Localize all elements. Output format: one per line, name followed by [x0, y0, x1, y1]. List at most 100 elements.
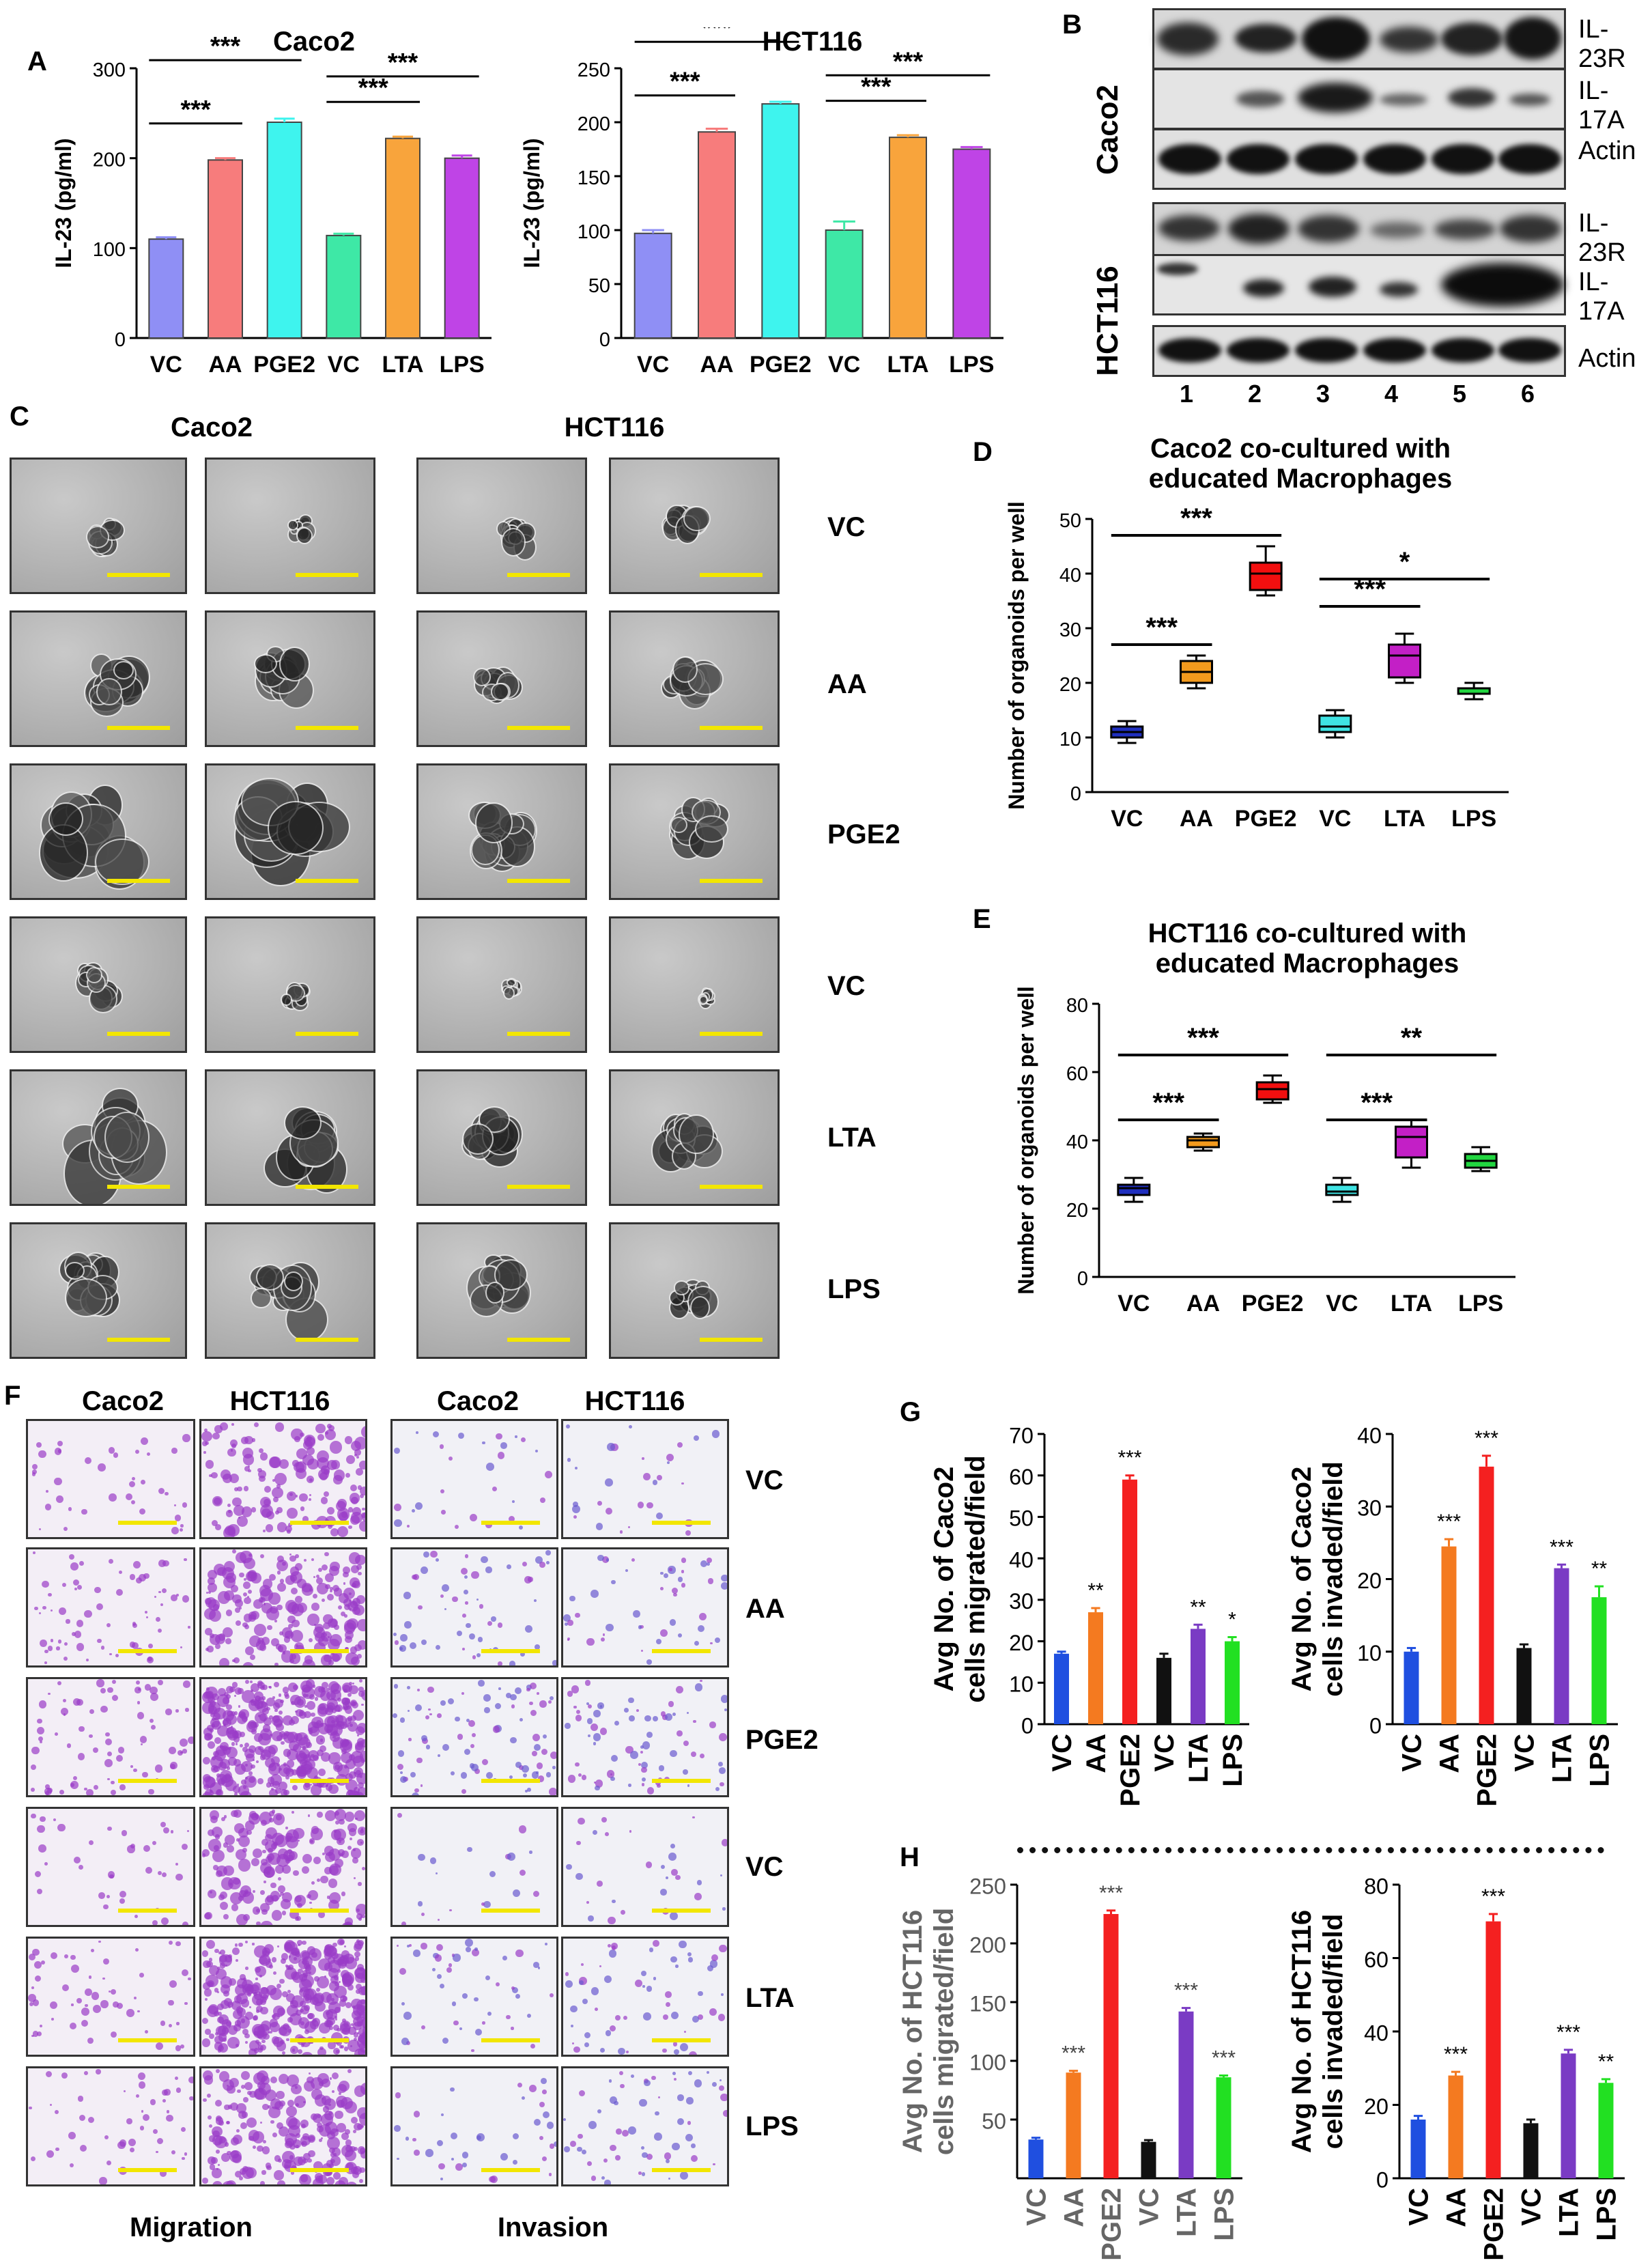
bar: [1225, 1641, 1240, 1724]
bar: [1191, 1629, 1206, 1724]
x-tick-label: LPS: [440, 352, 485, 378]
chart-title: educated Macrophages: [1149, 464, 1453, 494]
scale-bar: [290, 2038, 349, 2042]
migration-image: [199, 1807, 367, 1927]
y-axis-label: Number of organoids per well: [1004, 501, 1029, 810]
x-tick-label: PGE2: [1479, 2188, 1509, 2260]
invasion-image: [561, 1677, 729, 1797]
band-label-hct116-il23r: IL-23R: [1578, 209, 1626, 267]
scale-bar: [507, 879, 570, 883]
y-axis-label: Avg No. of HCT116: [898, 1910, 928, 2153]
significance-stars: ***: [1481, 1885, 1505, 1908]
organoid-image: [205, 1222, 375, 1359]
chart-title: HCT116 co-cultured with: [1148, 918, 1467, 948]
x-tick-label: LTA: [1184, 1734, 1214, 1783]
scale-bar: [107, 726, 170, 730]
y-axis-label: cells migrated/field: [960, 1455, 991, 1702]
y-axis-label: cells invaded/field: [1318, 1914, 1348, 2150]
x-tick-label: LTA: [1548, 1734, 1578, 1783]
panel-c-row-label: PGE2: [827, 819, 900, 849]
significance-stars: **: [1401, 1023, 1423, 1053]
panel-label-h: H: [900, 1842, 920, 1872]
chart-title: Caco2: [273, 27, 355, 57]
panel-label-c: C: [10, 402, 29, 432]
panel-f-row-label: VC: [745, 1465, 784, 1495]
panel-f-col-inv-caco2: Caco2: [436, 1386, 519, 1416]
x-tick-label: PGE2: [1472, 1734, 1503, 1807]
y-tick-label: 200: [578, 113, 610, 135]
x-tick-label: LPS: [1592, 2188, 1622, 2241]
panel-f-col-inv-hct116: HCT116: [584, 1386, 685, 1416]
y-tick-label: 200: [969, 1932, 1006, 1957]
scale-bar: [481, 1909, 540, 1913]
significance-stars: **: [1087, 1579, 1104, 1602]
bar: [698, 131, 736, 339]
y-tick-label: 60: [1364, 1947, 1388, 1972]
organoid-image: [416, 610, 587, 747]
y-tick-label: 250: [969, 1874, 1006, 1898]
x-tick-label: PGE2: [1115, 1734, 1145, 1807]
box: [1318, 714, 1352, 733]
significance-stars: ***: [893, 47, 924, 76]
bar: [326, 234, 362, 339]
scale-bar: [118, 1521, 177, 1525]
y-tick-label: 0: [1369, 1713, 1382, 1738]
y-tick-label: 10: [1059, 729, 1081, 750]
scale-bar: [296, 1032, 358, 1036]
scale-bar: [107, 1185, 170, 1189]
band-label-hct116-actin: Actin: [1578, 344, 1636, 373]
panel-f-label-migration: Migration: [130, 2212, 253, 2242]
organoid-image: [416, 1222, 587, 1359]
chart-a-caco2: 0 100 200 300 Caco2 IL-23 (pg/ml) VC AA PGE2 VC LT…: [55, 27, 492, 378]
panel-f-row-label: PGE2: [745, 1725, 818, 1755]
x-tick-label: VC: [1517, 2188, 1547, 2226]
significance-stars: ***: [1145, 613, 1178, 643]
invasion-image: [561, 1937, 729, 2057]
blot-strip-hct116-actin: [1152, 325, 1566, 377]
significance-stars: ***: [358, 74, 388, 102]
scale-bar: [700, 726, 763, 730]
x-tick-label: VC: [1047, 1734, 1077, 1772]
y-tick-label: 20: [1066, 1200, 1088, 1222]
chart-h-hct116-invaded: 0 20 40 60 80 Avg No. of HCT116 cells invaded/…: [1287, 1874, 1625, 2260]
x-tick-label: VC: [1510, 1734, 1540, 1772]
scale-bar: [118, 1649, 177, 1653]
panel-c-row-label: AA: [827, 669, 867, 699]
scale-bar: [700, 573, 763, 577]
x-tick-label: LPS: [1585, 1734, 1615, 1787]
y-tick-label: 100: [578, 221, 610, 243]
organoid-image: [609, 458, 780, 594]
scale-bar: [290, 2168, 349, 2172]
blot-strip-caco2-il23r: [1152, 8, 1566, 70]
bar: [1561, 2053, 1576, 2178]
x-tick-label: AA: [208, 352, 242, 378]
scale-bar: [652, 2038, 711, 2042]
y-tick-label: 150: [578, 167, 610, 189]
scale-bar: [507, 1032, 570, 1036]
scale-bar: [296, 573, 358, 577]
y-axis-label: Avg No. of Caco2: [929, 1467, 959, 1692]
scale-bar: [296, 879, 358, 883]
lane-number: 3: [1315, 380, 1330, 408]
migration-image: [26, 2066, 195, 2186]
migration-image: [199, 1419, 367, 1539]
bar: [1441, 1546, 1457, 1724]
significance-stars: ***: [1187, 1023, 1219, 1053]
bar: [1404, 1651, 1419, 1724]
lane-number: 5: [1452, 380, 1467, 408]
x-tick-label: PGE2: [253, 352, 315, 378]
x-tick-label: VC: [1150, 1734, 1180, 1772]
y-tick-label: 10: [1009, 1672, 1034, 1697]
significance-stars: ***: [1437, 1510, 1461, 1533]
panel-f-row-label: VC: [745, 1852, 784, 1882]
organoid-image: [609, 763, 780, 900]
bar: [1028, 2139, 1044, 2178]
scale-bar: [107, 1338, 170, 1342]
x-tick-label: AA: [1059, 2188, 1090, 2227]
dotted-separator: [1017, 1847, 1604, 1853]
scale-bar: [118, 2168, 177, 2172]
y-tick-label: 250: [578, 59, 610, 81]
organoid-image: [416, 1069, 587, 1206]
panel-label-d: D: [973, 437, 993, 467]
invasion-image: [561, 2066, 729, 2186]
